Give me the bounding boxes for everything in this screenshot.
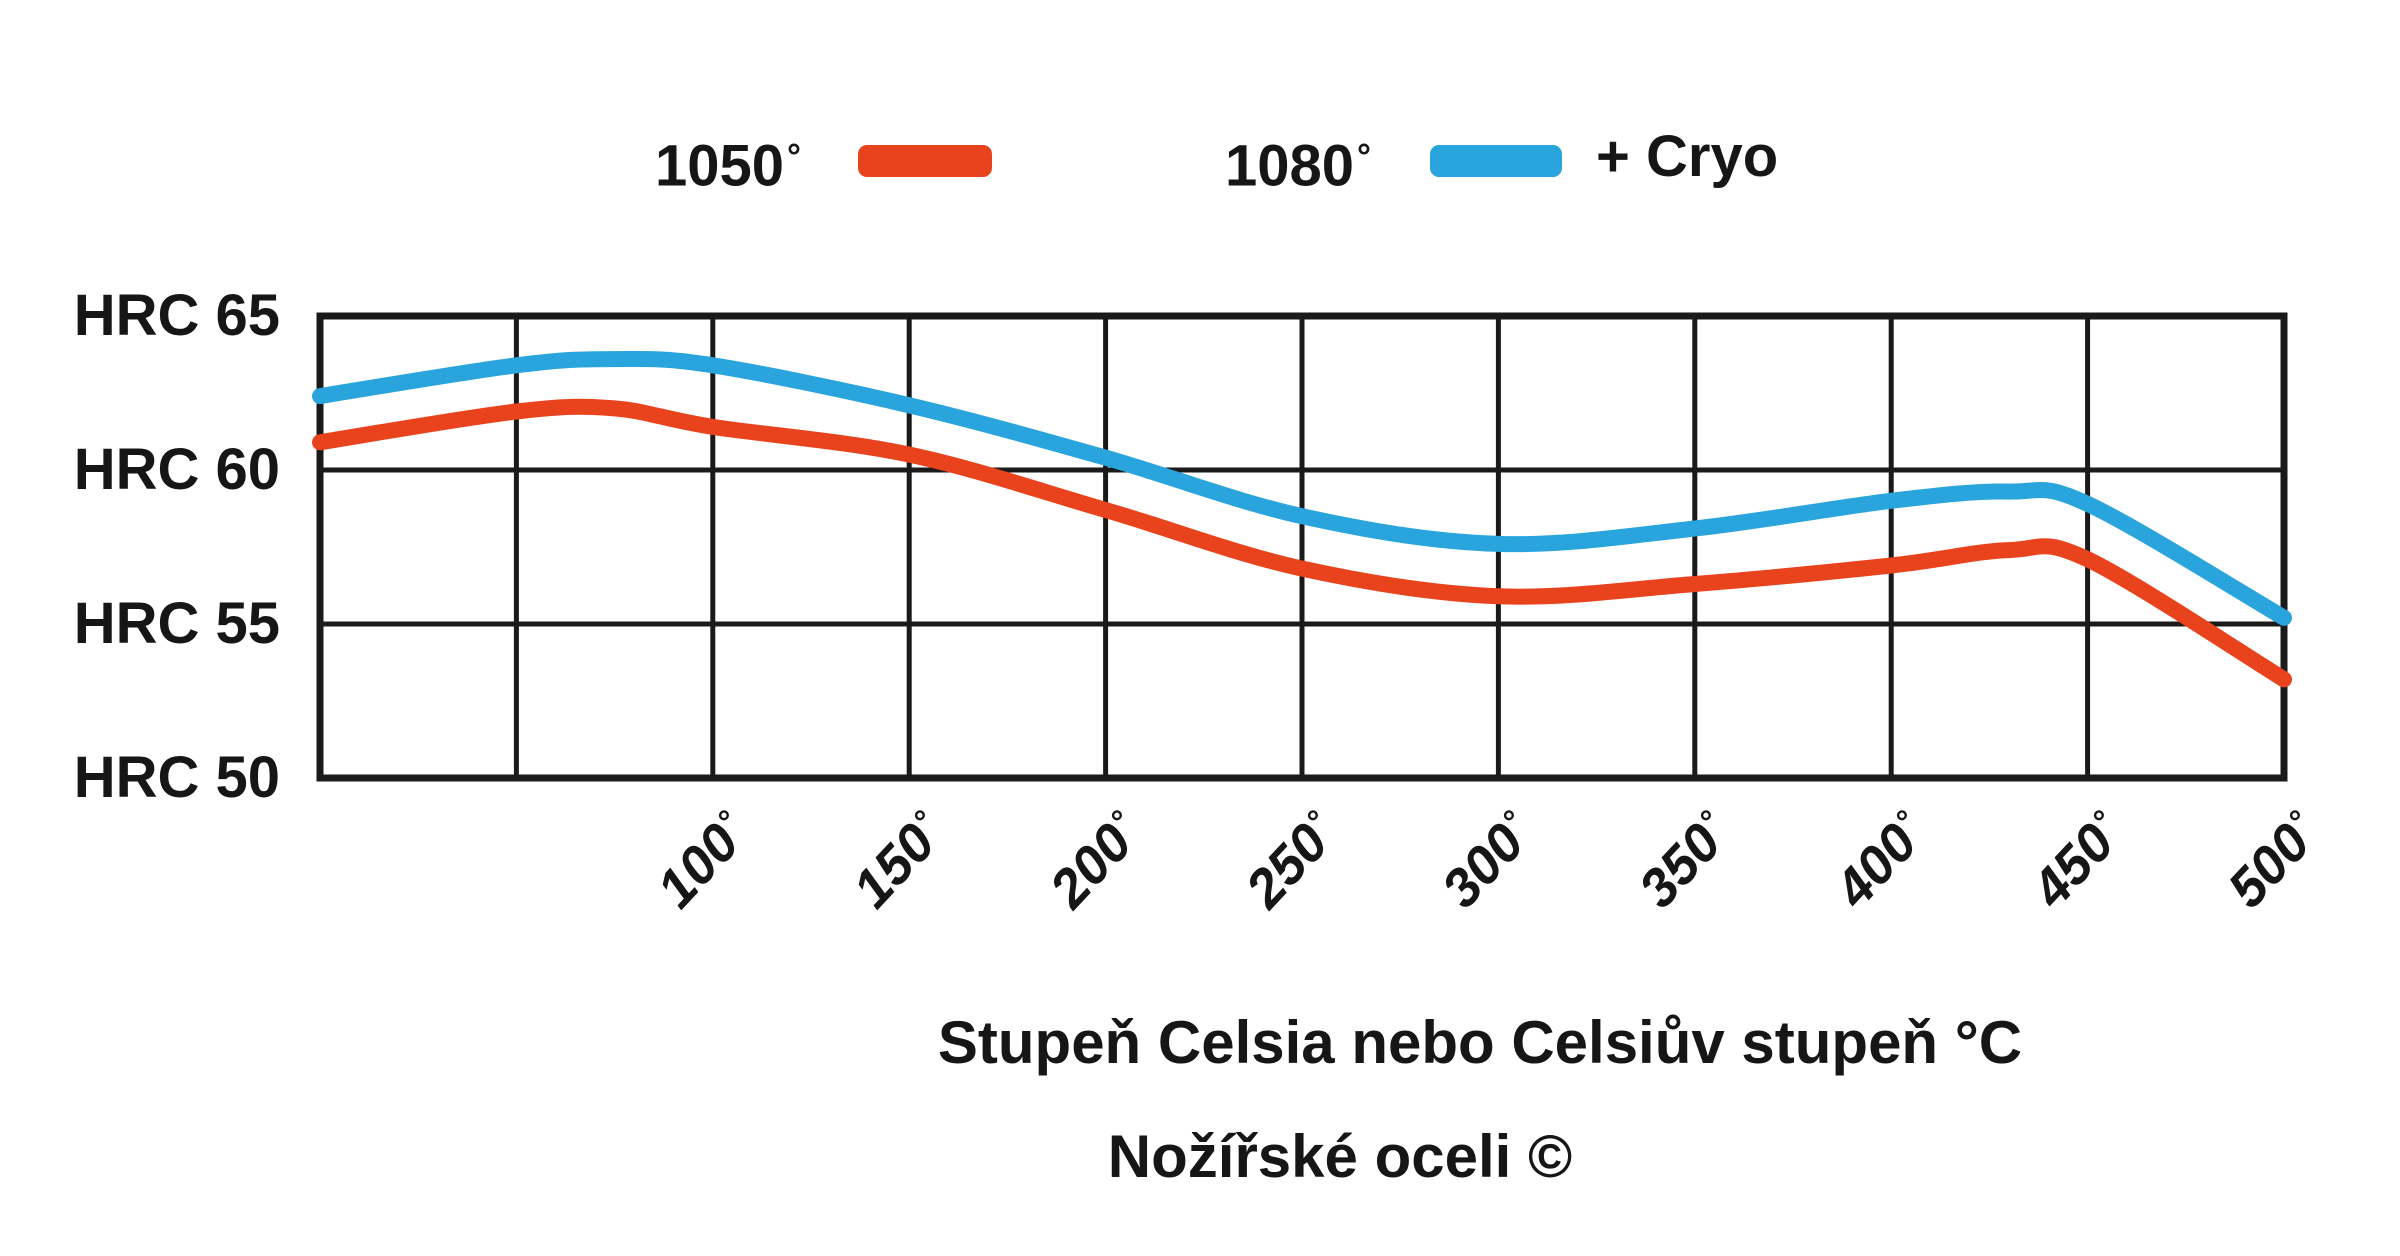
- series-curve-1050-: [312, 398, 2292, 688]
- plot-border: [316, 312, 2288, 782]
- y-axis-label: HRC 65: [73, 283, 280, 348]
- y-axis-label: HRC 50: [73, 745, 280, 810]
- x-axis-title: Stupeň Celsia nebo Celsiův stupeň °C: [937, 1009, 2023, 1076]
- chart-caption: Nožířské oceli ©: [1107, 1123, 1573, 1190]
- degree-symbol: °: [787, 137, 801, 176]
- y-axis-label: HRC 60: [73, 437, 280, 502]
- legend-series2-label: 1080°: [1225, 133, 1371, 199]
- legend-series1-swatch-red: [858, 145, 992, 177]
- legend-series1-label: 1050°: [655, 133, 801, 199]
- degree-symbol: °: [1357, 137, 1371, 176]
- series-curve-1080-cryo: [312, 350, 2292, 626]
- y-axis-label: HRC 55: [73, 591, 280, 656]
- legend-series2-swatch-blue: [1430, 145, 1562, 177]
- legend-cryo-label: + Cryo: [1596, 124, 1779, 189]
